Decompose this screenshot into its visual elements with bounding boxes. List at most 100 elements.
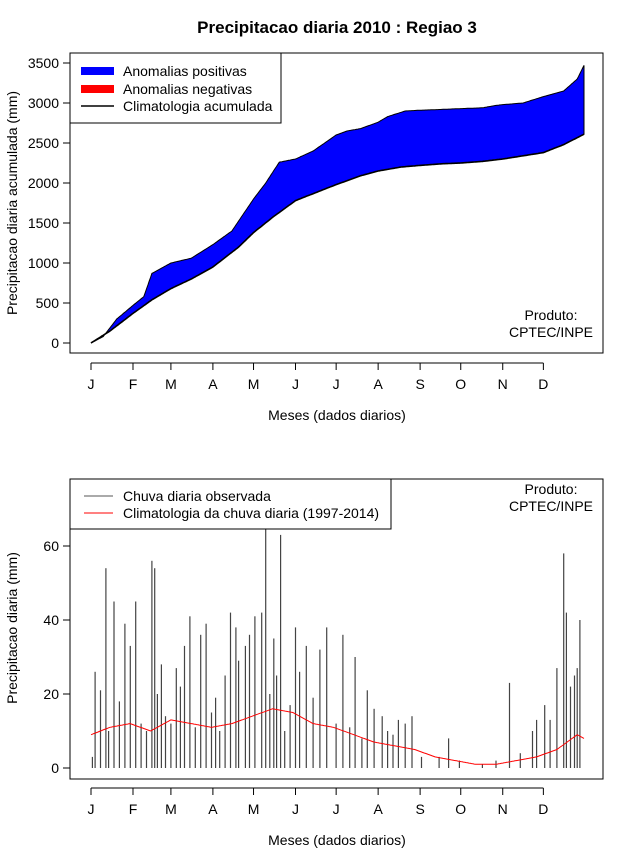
- daily-rain-bar: [175, 668, 177, 768]
- daily-rain-bar: [326, 627, 328, 768]
- daily-rain-bar: [145, 731, 148, 768]
- daily-rain-bar: [160, 664, 162, 768]
- daily-rain-bar: [404, 723, 406, 768]
- cumulative-x-tick-label: N: [498, 376, 508, 392]
- daily-rain-bar: [140, 723, 142, 768]
- daily-rain-bar: [151, 560, 153, 768]
- daily-rain-bar: [118, 701, 120, 768]
- daily-observed-bars: [91, 527, 581, 768]
- product-label: Produto:: [525, 307, 578, 323]
- cumulative-x-tick-label: F: [129, 376, 138, 392]
- daily-rain-bar: [531, 731, 534, 768]
- product-source-2: CPTEC/INPE: [509, 498, 593, 514]
- daily-rain-bar: [229, 612, 232, 768]
- daily-rain-bar: [94, 671, 96, 768]
- cumulative-x-tick-label: A: [208, 376, 218, 392]
- daily-rain-bar: [458, 760, 460, 768]
- daily-rain-bar: [289, 705, 291, 768]
- daily-rain-bar: [335, 723, 337, 768]
- cumulative-x-tick-label: J: [333, 376, 340, 392]
- daily-rain-bar: [261, 612, 263, 768]
- cumulative-y-axis-label: Precipitacao diaria acumulada (mm): [4, 91, 20, 315]
- daily-rain-bar: [99, 690, 102, 768]
- daily-rain-bar: [448, 738, 450, 768]
- daily-rain-bar: [210, 712, 213, 768]
- daily-rain-bar: [319, 649, 321, 768]
- cumulative-y-tick-label: 500: [36, 295, 60, 311]
- daily-rain-bar: [411, 716, 413, 768]
- daily-rain-bar: [354, 657, 356, 768]
- daily-rain-bar: [563, 553, 565, 768]
- daily-rain-bar: [519, 753, 521, 768]
- daily-rain-bar: [183, 645, 186, 768]
- daily-x-tick-label: D: [538, 801, 548, 817]
- daily-rain-bar: [135, 601, 137, 768]
- cumulative-x-tick-label: A: [373, 376, 383, 392]
- cumulative-y-tick-label: 1000: [28, 255, 59, 271]
- product-source: CPTEC/INPE: [509, 324, 593, 340]
- daily-x-tick-label: J: [88, 801, 95, 817]
- daily-rain-bar: [305, 645, 307, 768]
- daily-rain-bar: [299, 671, 301, 768]
- daily-legend: Chuva diaria observada Climatologia da c…: [69, 478, 392, 530]
- daily-x-tick-label: J: [292, 801, 299, 817]
- figure-title: Precipitacao diaria 2010 : Regiao 3: [197, 18, 477, 37]
- daily-rain-bar: [105, 568, 107, 768]
- daily-rain-bar: [366, 690, 368, 768]
- daily-rain-bar: [235, 627, 237, 768]
- legend-label-positive: Anomalias positivas: [123, 63, 247, 79]
- daily-rain-bar: [438, 756, 440, 768]
- daily-rain-bar: [349, 727, 351, 768]
- daily-rain-bar: [387, 731, 389, 768]
- daily-rain-bar: [200, 634, 202, 768]
- daily-rain-bar: [361, 738, 363, 768]
- daily-rain-bar: [549, 719, 551, 768]
- daily-rain-bar: [179, 686, 181, 768]
- daily-rain-bar: [284, 731, 286, 768]
- daily-rain-bar: [154, 568, 156, 768]
- legend-label-daily-climatology: Climatologia da chuva diaria (1997-2014): [123, 505, 379, 521]
- daily-y-tick-label: 40: [43, 612, 59, 628]
- cumulative-x-axis-label: Meses (dados diarios): [268, 407, 406, 423]
- daily-rain-bar: [124, 623, 126, 768]
- cumulative-y-tick-label: 2500: [28, 135, 59, 151]
- daily-rain-bar: [219, 731, 221, 768]
- daily-x-tick-label: A: [373, 801, 383, 817]
- daily-rain-bar: [392, 734, 394, 768]
- daily-x-tick-label: A: [208, 801, 218, 817]
- daily-rain-bar: [481, 764, 483, 768]
- daily-y-axis: 0 20 40 60: [43, 538, 71, 776]
- daily-y-tick-label: 20: [43, 686, 59, 702]
- daily-y-tick-label: 0: [51, 760, 59, 776]
- daily-x-tick-label: M: [165, 801, 177, 817]
- climatology-cumulative-line: [90, 133, 585, 344]
- daily-rain-bar: [189, 616, 191, 768]
- daily-rain-bar: [129, 645, 131, 768]
- cumulative-x-tick-label: S: [415, 376, 424, 392]
- cumulative-x-tick-label: D: [538, 376, 548, 392]
- daily-y-axis-label: Precipitacao diaria (mm): [4, 552, 20, 704]
- daily-rain-bar: [280, 534, 282, 768]
- daily-rain-bar: [269, 694, 271, 768]
- legend-label-negative: Anomalias negativas: [123, 81, 252, 97]
- daily-rain-bar: [238, 660, 240, 768]
- daily-rain-bar: [244, 645, 246, 768]
- cumulative-y-tick-label: 3000: [28, 95, 59, 111]
- daily-x-tick-label: O: [455, 801, 466, 817]
- legend-label-climatology: Climatologia acumulada: [123, 98, 273, 114]
- daily-rain-bar: [164, 716, 167, 768]
- cumulative-y-tick-label: 0: [51, 335, 59, 351]
- cumulative-x-tick-label: J: [88, 376, 95, 392]
- cumulative-x-tick-label: M: [165, 376, 177, 392]
- daily-rain-bar: [91, 756, 93, 768]
- legend-label-observed: Chuva diaria observada: [123, 488, 271, 504]
- daily-x-tick-label: M: [248, 801, 260, 817]
- cumulative-y-tick-label: 3500: [28, 55, 59, 71]
- cumulative-y-tick-label: 2000: [28, 175, 59, 191]
- daily-rain-bar: [508, 682, 511, 768]
- daily-rain-bar: [373, 708, 375, 768]
- daily-rain-bar: [265, 527, 267, 768]
- daily-y-tick-label: 60: [43, 538, 59, 554]
- daily-rain-bar: [294, 627, 297, 768]
